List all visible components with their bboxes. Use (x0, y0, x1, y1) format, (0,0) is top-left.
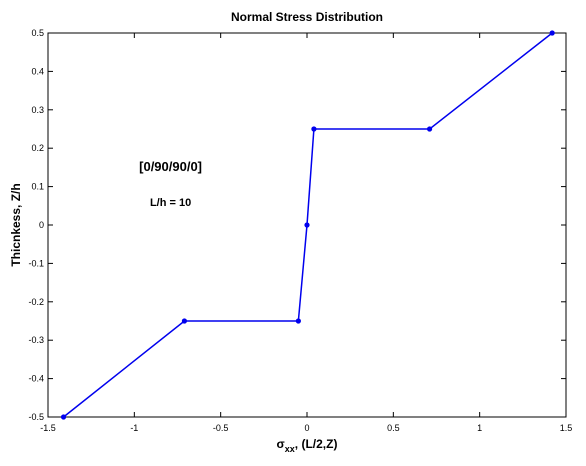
series-layer (60, 30, 555, 420)
x-axis-label-rest: , (L/2,Z) (295, 437, 338, 451)
data-point (60, 414, 67, 420)
x-axis: -1.5 -1 -0.5 0 0.5 1 1.5 (40, 33, 572, 433)
x-tick-label: 0.5 (387, 423, 400, 433)
chart-title: Normal Stress Distribution (231, 10, 383, 24)
data-point (426, 126, 433, 132)
y-tick-label: -0.4 (28, 374, 44, 384)
x-axis-label-symbol: σ (277, 437, 285, 451)
x-tick-label: 1.5 (560, 423, 573, 433)
x-axis-label-subscript: xx (285, 444, 295, 454)
y-tick-label: -0.3 (28, 335, 44, 345)
data-point (295, 318, 301, 324)
y-tick-label: -0.2 (28, 297, 44, 307)
annotation-text: [0/90/90/0] (139, 159, 202, 174)
annotations: [0/90/90/0] L/h = 10 (139, 159, 202, 209)
data-point (311, 126, 317, 132)
y-tick-label: 0.4 (31, 66, 44, 76)
x-tick-label: -1 (130, 423, 138, 433)
y-tick-label: 0.5 (31, 28, 44, 38)
y-axis: -0.5 -0.4 -0.3 -0.2 -0.1 0 0.1 0.2 0.3 0.4 0.5 (28, 28, 566, 422)
data-point (549, 30, 555, 36)
y-axis-label: Thicnkess, Z/h (9, 183, 23, 266)
data-point (181, 318, 188, 324)
annotation-text: L/h = 10 (150, 197, 191, 209)
x-tick-label: 0 (304, 423, 309, 433)
y-tick-label: 0.3 (31, 105, 44, 115)
data-point (304, 222, 310, 228)
y-tick-label: -0.5 (28, 412, 44, 422)
y-tick-label: 0.1 (31, 182, 44, 192)
y-tick-label: -0.1 (28, 258, 44, 268)
y-tick-label: 0 (39, 220, 44, 230)
x-tick-label: 1 (477, 423, 482, 433)
x-tick-label: -1.5 (40, 423, 56, 433)
x-tick-label: -0.5 (213, 423, 229, 433)
x-axis-label: σxx, (L/2,Z) (277, 437, 338, 454)
y-tick-label: 0.2 (31, 143, 44, 153)
